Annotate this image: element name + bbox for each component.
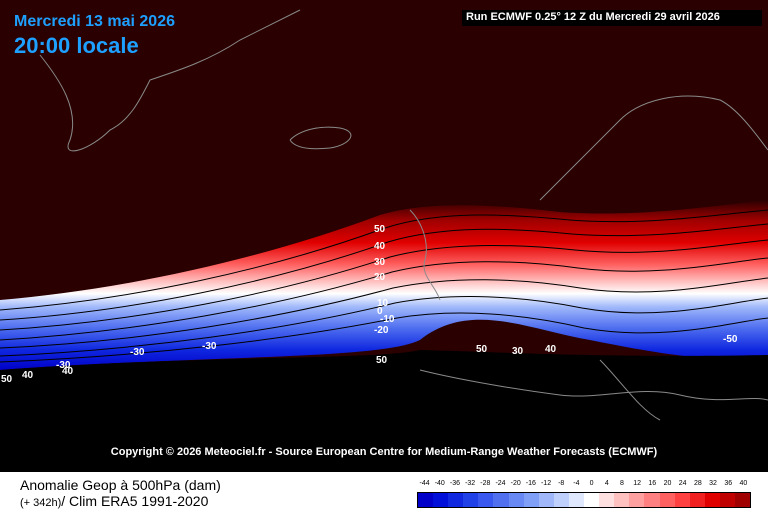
legend-swatch bbox=[704, 493, 720, 507]
legend-swatch bbox=[659, 493, 675, 507]
legend-swatch bbox=[418, 493, 434, 507]
legend-swatch bbox=[433, 493, 449, 507]
map-title: Anomalie Geop à 500hPa (dam) bbox=[20, 477, 221, 493]
legend-swatch bbox=[568, 493, 585, 507]
legend-swatch bbox=[493, 493, 509, 507]
low-zone bbox=[0, 350, 768, 472]
contour-label-40-south: 40 bbox=[545, 344, 557, 355]
legend-tick: 4 bbox=[604, 480, 609, 487]
legend-swatch bbox=[614, 493, 630, 507]
legend-swatch bbox=[674, 493, 690, 507]
legend-swatch bbox=[448, 493, 464, 507]
contour-label-40-west-b: 40 bbox=[62, 366, 74, 377]
contour-label-10: 10 bbox=[377, 298, 389, 309]
contour-label-m30-c: -30 bbox=[202, 341, 217, 352]
legend-tick: -4 bbox=[573, 480, 580, 487]
legend-tick: 20 bbox=[663, 480, 672, 487]
legend-tick: -8 bbox=[558, 480, 565, 487]
anomaly-band bbox=[0, 200, 768, 370]
contour-label-20: 20 bbox=[374, 272, 386, 283]
contour-label-30: 30 bbox=[374, 257, 386, 268]
climatology: / Clim ERA5 1991-2020 bbox=[61, 493, 209, 509]
legend-swatch bbox=[523, 493, 539, 507]
legend-swatch bbox=[478, 493, 494, 507]
legend-tick: -36 bbox=[449, 480, 461, 487]
contour-label-m10: -10 bbox=[380, 314, 395, 325]
lead-time: (+ 342h) bbox=[20, 497, 62, 509]
legend-tick: -20 bbox=[510, 480, 521, 487]
contour-label-40-west: 40 bbox=[22, 370, 34, 381]
legend-swatch bbox=[463, 493, 479, 507]
legend-tick: 36 bbox=[724, 480, 733, 487]
forecast-date: Mercredi 13 mai 2026 bbox=[14, 13, 175, 30]
legend-tick: 16 bbox=[648, 480, 657, 487]
legend-tick: 8 bbox=[620, 480, 624, 487]
legend-bar bbox=[417, 492, 751, 508]
contour-lines bbox=[0, 209, 768, 363]
legend-tick: -44 bbox=[419, 480, 430, 487]
legend-tick: -16 bbox=[525, 480, 536, 487]
legend-swatch bbox=[584, 493, 600, 507]
contour-label-m30-b: -30 bbox=[130, 347, 145, 358]
legend-tick: -40 bbox=[434, 480, 445, 487]
contour-label-0: 0 bbox=[377, 306, 383, 317]
contour-label-50: 50 bbox=[374, 224, 386, 235]
copyright-text: Copyright © 2026 Meteociel.fr - Source E… bbox=[110, 446, 658, 458]
legend-tick: 0 bbox=[589, 480, 594, 487]
contour-label-50-south: 50 bbox=[376, 355, 388, 366]
legend-swatch bbox=[538, 493, 554, 507]
legend-swatch bbox=[644, 493, 660, 507]
contour-label-m50-east: -50 bbox=[723, 334, 738, 345]
contour-label-40: 40 bbox=[374, 241, 386, 252]
contour-label-30-italy: 30 bbox=[512, 346, 524, 357]
footer: Anomalie Geop à 500hPa (dam) (+ 342h)/ C… bbox=[0, 472, 768, 512]
legend-swatch bbox=[553, 493, 569, 507]
legend-tick: -32 bbox=[465, 480, 476, 487]
run-info: Run ECMWF 0.25° 12 Z du Mercredi 29 avri… bbox=[462, 10, 762, 26]
legend-tick: 12 bbox=[633, 480, 642, 487]
legend-tick: 28 bbox=[693, 480, 702, 487]
legend-tick: 24 bbox=[678, 480, 687, 487]
legend-swatch bbox=[734, 493, 751, 507]
contour-label-50-west: 50 bbox=[1, 374, 13, 385]
forecast-time: 20:00 locale bbox=[14, 33, 139, 58]
legend-swatch bbox=[508, 493, 524, 507]
contour-label-m20: -20 bbox=[374, 325, 389, 336]
legend-swatch bbox=[629, 493, 645, 507]
legend-tick: -24 bbox=[495, 480, 506, 487]
legend-tick: -28 bbox=[480, 480, 491, 487]
anomaly-map bbox=[0, 0, 768, 472]
legend-swatch bbox=[599, 493, 615, 507]
legend-tick: 40 bbox=[739, 480, 748, 487]
legend-tick: -12 bbox=[540, 480, 552, 487]
legend-tick: 32 bbox=[709, 480, 717, 487]
coastlines bbox=[39, 9, 768, 421]
map-subtitle: (+ 342h)/ Clim ERA5 1991-2020 bbox=[20, 493, 208, 509]
contour-label-m30-a: -30 bbox=[56, 360, 71, 371]
legend-swatch bbox=[719, 493, 735, 507]
contour-label-50-spain: 50 bbox=[476, 344, 488, 355]
legend-swatch bbox=[689, 493, 705, 507]
color-legend: -44 -40 -36 -32 -28 -24 -20 -16 -12 -8 -4 0 4 8 12 16 20… bbox=[417, 480, 751, 510]
